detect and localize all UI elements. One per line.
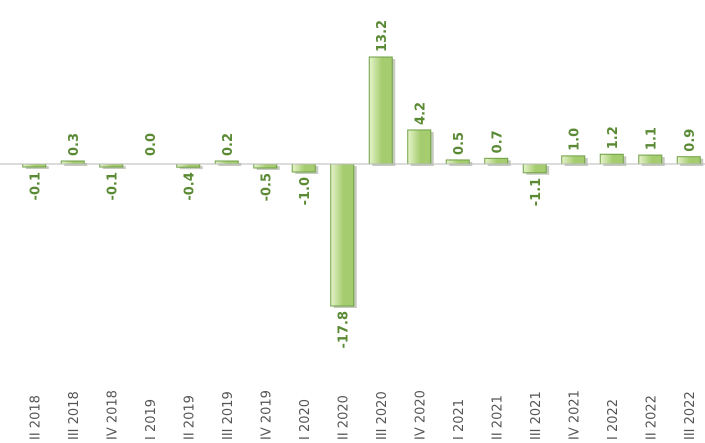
value-label: 0.2 [221,133,236,156]
bar [676,156,701,165]
value-label: 0.7 [490,130,505,153]
category-label: III 2020 [375,391,390,440]
category-label: IV 2019 [259,390,274,440]
bar [561,155,586,165]
value-label: -17.8 [336,311,351,348]
category-label: III 2022 [683,391,698,440]
bar [445,159,470,165]
value-label: 0.0 [144,133,159,156]
value-label: 1.0 [567,128,582,151]
category-label: I 2021 [452,399,467,440]
category-label: II 2022 [644,395,659,440]
value-label: -0.1 [105,172,120,200]
value-label: 0.5 [452,132,467,155]
category-label: III 2021 [529,391,544,440]
category-label: II 2018 [28,395,43,440]
bar [368,56,393,165]
bar [599,153,624,165]
category-label: I 2020 [298,399,313,440]
bar [291,163,316,173]
bars-group [22,56,704,308]
value-label: -1.1 [529,178,544,206]
value-label: 0.9 [683,129,698,152]
value-labels-group: -0.1 0.3 -0.1 0.0 -0.4 0.2 -0.5 -1.0 -17.8 13.2 4.… [28,20,698,349]
value-label: 13.2 [375,20,390,52]
value-label: 4.2 [413,102,428,125]
bar [330,163,355,307]
bar [638,154,663,165]
category-label: II 2019 [182,395,197,440]
category-label: III 2018 [67,391,82,440]
category-label: II 2020 [336,395,351,440]
value-label: -0.4 [182,172,197,200]
value-label: -0.5 [259,173,274,201]
category-label: IV 2020 [413,390,428,440]
category-label: III 2019 [221,391,236,440]
bar [522,163,547,174]
category-label: IV 2018 [105,390,120,440]
bar [407,129,432,165]
category-label: I 2022 [606,399,621,440]
category-label: I 2019 [144,399,159,440]
category-label: IV 2021 [567,390,582,440]
value-label: 1.1 [644,127,659,150]
category-labels-group: II 2018 III 2018 IV 2018 I 2019 II 2019 III 2… [28,390,698,440]
value-label: -1.0 [298,177,313,205]
bar [484,157,509,165]
value-label: 0.3 [67,133,82,156]
value-label: 1.2 [606,126,621,149]
bar [253,163,278,169]
value-label: -0.1 [28,172,43,200]
category-label: II 2021 [490,395,505,440]
